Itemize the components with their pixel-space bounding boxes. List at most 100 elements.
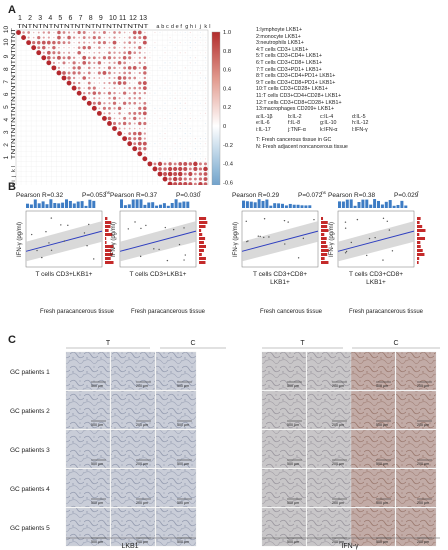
ihc-image-cell xyxy=(350,390,396,430)
correlation-dot xyxy=(157,171,163,177)
correlation-dot xyxy=(142,141,147,146)
correlation-dot xyxy=(169,158,171,160)
correlation-dot xyxy=(128,136,132,141)
correlation-dot xyxy=(77,86,81,90)
correlation-dot xyxy=(138,36,142,40)
p-value-label: P=0.053 xyxy=(82,192,107,199)
top-histogram-bar xyxy=(29,204,33,208)
scale-bar-label: 500 μm xyxy=(177,423,189,427)
correlation-dot xyxy=(118,127,121,130)
correlation-dot xyxy=(159,148,161,150)
correlation-dot xyxy=(67,41,71,44)
correlation-dot xyxy=(194,102,196,104)
correlation-dot xyxy=(189,117,191,120)
correlation-dot xyxy=(82,91,86,95)
correlation-dot xyxy=(174,153,176,155)
tn-header-label: TNTNTNTNTNTNTNTNTNTNTNTNT xyxy=(17,24,149,30)
scale-bar-label: 500 μm xyxy=(177,384,189,388)
correlation-dot xyxy=(113,87,116,90)
right-histogram-bar xyxy=(105,257,111,260)
correlation-dot xyxy=(113,51,116,54)
top-histogram-bar xyxy=(281,203,284,208)
correlation-dot xyxy=(169,112,171,114)
top-histogram-bar xyxy=(269,205,273,208)
correlation-dot xyxy=(179,138,181,140)
right-histogram-bar xyxy=(417,237,426,240)
correlation-dot xyxy=(57,51,61,55)
correlation-dot xyxy=(123,87,126,90)
data-point xyxy=(366,254,368,257)
top-histogram-bar xyxy=(300,205,304,208)
correlation-dot xyxy=(174,92,176,94)
correlation-dot xyxy=(204,92,207,94)
correlation-dot xyxy=(47,36,50,39)
correlation-dot xyxy=(103,102,106,105)
data-point xyxy=(368,237,371,240)
correlation-dot xyxy=(149,36,151,39)
data-point xyxy=(67,224,69,227)
ihc-image-cell xyxy=(395,351,437,391)
legend-item: 6:T cells CD3+CD8+ LKB1+ xyxy=(256,59,322,66)
correlation-dot xyxy=(184,117,186,120)
correlation-dot xyxy=(179,122,181,125)
correlation-dot xyxy=(178,161,183,166)
correlation-dot xyxy=(103,77,106,79)
data-point xyxy=(140,227,142,230)
correlation-dot xyxy=(82,36,86,39)
patient-row-label: GC patients 1 xyxy=(10,369,50,376)
ihc-image-cell xyxy=(65,390,111,430)
correlation-dot xyxy=(123,97,126,99)
correlation-dot xyxy=(179,112,181,114)
correlation-dot xyxy=(164,102,166,104)
data-point xyxy=(356,218,359,221)
data-point xyxy=(183,259,185,261)
column-letter-label: g xyxy=(185,24,188,30)
scatter-plot: Pearson R=0.38 P=0.029* IFN-γ (pg/ml) T cel… xyxy=(328,190,426,286)
correlation-dot xyxy=(154,92,156,94)
correlation-dot xyxy=(164,127,166,130)
correlation-dot xyxy=(143,132,146,135)
p-significance-label: ns xyxy=(321,190,327,195)
correlation-dot xyxy=(173,162,177,166)
legend-item: 5:T cells CD3+CD4+ LKB1+ xyxy=(256,53,322,60)
correlation-dot xyxy=(163,172,168,176)
x-axis-label: LKB1+ xyxy=(270,279,290,286)
correlation-dot xyxy=(102,71,107,75)
correlation-dot xyxy=(123,116,127,120)
data-point xyxy=(183,227,185,229)
correlation-dot xyxy=(199,148,202,150)
correlation-dot xyxy=(189,72,191,74)
panel-b-label: B xyxy=(8,181,16,193)
correlation-dot xyxy=(117,131,123,137)
correlation-dot xyxy=(62,31,66,34)
data-point xyxy=(139,255,142,258)
scale-bar-label: 200 μm xyxy=(332,501,344,505)
correlation-dot xyxy=(107,91,112,95)
correlation-dot xyxy=(83,71,86,74)
top-histogram-bar xyxy=(353,205,357,208)
top-histogram-bar xyxy=(159,204,162,208)
correlation-dot xyxy=(108,81,111,85)
correlation-dot xyxy=(93,51,96,54)
top-histogram-bar xyxy=(162,203,166,208)
cytokine-key: k:IFN-α xyxy=(320,126,338,133)
correlation-dot xyxy=(57,30,61,35)
data-point xyxy=(263,218,266,220)
right-histogram-bar xyxy=(105,217,108,220)
correlation-dot xyxy=(128,86,131,90)
top-histogram-bar xyxy=(26,203,29,208)
correlation-dot xyxy=(83,87,86,89)
correlation-dot xyxy=(47,31,51,34)
data-point xyxy=(344,221,347,223)
correlation-dot xyxy=(78,36,81,39)
correlation-dot xyxy=(108,36,111,39)
correlation-dot xyxy=(204,52,207,54)
correlation-dot xyxy=(164,107,166,109)
correlation-dot xyxy=(76,90,82,96)
correlation-dot xyxy=(77,81,81,85)
correlation-dot xyxy=(72,66,76,70)
correlation-dot xyxy=(118,87,121,89)
top-histogram-bar xyxy=(45,204,49,208)
colorbar-tick-label: 0.8 xyxy=(223,49,231,55)
top-histogram-bar xyxy=(174,199,178,208)
